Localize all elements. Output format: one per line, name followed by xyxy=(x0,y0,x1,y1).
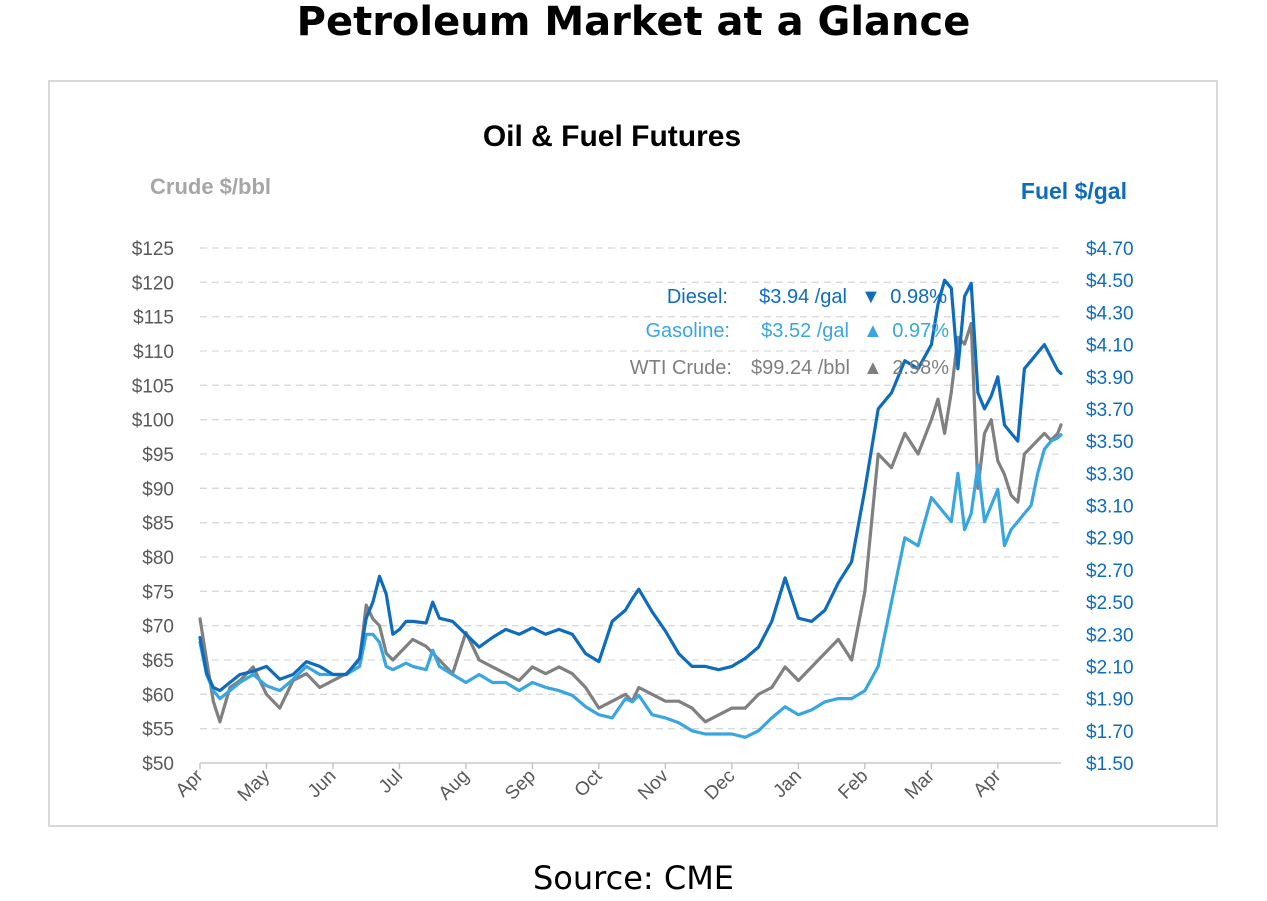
right-tick-label: $4.10 xyxy=(1086,336,1134,357)
x-tick-label: Apr xyxy=(172,765,208,801)
x-tick-label: Sep xyxy=(501,766,540,805)
right-tick-label: $2.70 xyxy=(1086,561,1134,582)
left-tick-label: $95 xyxy=(142,445,174,466)
right-tick-label: $3.70 xyxy=(1086,400,1134,421)
x-tick-label: Dec xyxy=(701,766,740,805)
legend-diesel-price: $3.94 /gal xyxy=(759,286,847,308)
left-tick-label: $75 xyxy=(142,582,174,603)
right-tick-label: $2.30 xyxy=(1086,625,1134,646)
legend-diesel-arrow: ▼ xyxy=(861,286,881,308)
left-tick-label: $115 xyxy=(133,308,174,329)
legend-crude-price: $99.24 /bbl xyxy=(751,357,850,379)
right-tick-label: $2.90 xyxy=(1086,529,1134,550)
x-tick-label: Jul xyxy=(375,766,407,798)
left-tick-label: $65 xyxy=(142,651,174,672)
left-tick-label: $80 xyxy=(142,548,174,569)
x-tick-label: Apr xyxy=(970,765,1006,801)
x-tick-label: Mar xyxy=(901,765,939,803)
x-tick-label: Aug xyxy=(435,766,474,805)
left-axis-label: Crude $/bbl xyxy=(150,174,271,199)
right-tick-label: $3.90 xyxy=(1086,368,1134,389)
series-line-wti-crude xyxy=(198,321,1063,724)
right-tick-label: $2.50 xyxy=(1086,593,1134,614)
legend-gasoline-arrow: ▲ xyxy=(863,320,883,342)
right-tick-label: $4.50 xyxy=(1086,271,1134,292)
x-tick-label: May xyxy=(234,765,275,806)
legend-gasoline-price: $3.52 /gal xyxy=(761,320,849,342)
x-tick-label: Jun xyxy=(304,766,341,803)
x-tick-label: Nov xyxy=(634,765,673,804)
page-title: Petroleum Market at a Glance xyxy=(296,0,971,45)
right-axis-ticks: $1.50 $1.70 $1.90 $2.10 $2.30 $2.50 $2.70 $2.90… xyxy=(1086,239,1134,775)
series-lines xyxy=(198,278,1063,739)
left-tick-label: $60 xyxy=(142,685,174,706)
left-tick-label: $125 xyxy=(132,239,174,260)
left-tick-label: $120 xyxy=(132,273,174,294)
right-tick-label: $3.10 xyxy=(1086,497,1134,518)
left-tick-label: $85 xyxy=(142,514,174,535)
right-tick-label: $1.70 xyxy=(1086,722,1134,743)
legend-crude-arrow: ▲ xyxy=(863,357,883,379)
source-note: Source: CME xyxy=(532,859,735,897)
left-axis-ticks: $50 $55 $60 $65 $70 $75 $80 $85 $90 $95 $100 $105 $1… xyxy=(132,239,174,775)
left-tick-label: $90 xyxy=(142,479,174,500)
legend-diesel-label: Diesel: xyxy=(667,286,728,308)
series-line-diesel xyxy=(198,278,1063,693)
right-axis-label: Fuel $/gal xyxy=(1021,178,1127,204)
right-tick-label: $2.10 xyxy=(1086,657,1134,678)
chart-title: Oil & Fuel Futures xyxy=(483,120,741,153)
legend-gasoline-change: 0.97% xyxy=(892,320,949,342)
right-tick-label: $1.90 xyxy=(1086,690,1134,711)
left-tick-label: $100 xyxy=(132,411,174,432)
legend-crude-change: 2.98% xyxy=(892,357,949,379)
legend-gasoline-label: Gasoline: xyxy=(646,320,731,342)
legend-entry-wti-crude: WTI Crude: $99.24 /bbl ▲ 2.98% xyxy=(630,357,949,379)
x-tick-label: Jan xyxy=(769,766,806,803)
oil-fuel-futures-chart: Oil & Fuel Futures Crude $/bbl Fuel $/ga… xyxy=(132,120,1134,806)
x-tick-label: Oct xyxy=(571,765,607,801)
right-tick-label: $4.70 xyxy=(1086,239,1134,260)
legend: Diesel: $3.94 /gal ▼ 0.98% Gasoline: $3.… xyxy=(630,286,949,379)
legend-entry-gasoline: Gasoline: $3.52 /gal ▲ 0.97% xyxy=(646,320,950,342)
x-tick-label: Feb xyxy=(834,766,872,804)
legend-diesel-change: 0.98% xyxy=(890,286,947,308)
chart-frame: Oil & Fuel Futures Crude $/bbl Fuel $/ga… xyxy=(48,80,1218,827)
right-tick-label: $3.30 xyxy=(1086,464,1134,485)
left-tick-label: $55 xyxy=(142,720,174,741)
series-line-gasoline xyxy=(198,433,1063,739)
left-tick-label: $105 xyxy=(132,376,174,397)
gridlines xyxy=(200,247,1061,764)
right-tick-label: $1.50 xyxy=(1086,754,1134,775)
left-tick-label: $70 xyxy=(142,617,174,638)
right-tick-label: $3.50 xyxy=(1086,432,1134,453)
x-axis-ticks: Apr May Jun Jul Aug Sep Oct Nov Dec Jan Feb Mar Apr xyxy=(172,763,1006,806)
legend-entry-diesel: Diesel: $3.94 /gal ▼ 0.98% xyxy=(667,286,947,308)
right-tick-label: $4.30 xyxy=(1086,303,1134,324)
left-tick-label: $110 xyxy=(133,342,174,363)
legend-crude-label: WTI Crude: xyxy=(630,357,732,379)
left-tick-label: $50 xyxy=(142,754,174,775)
